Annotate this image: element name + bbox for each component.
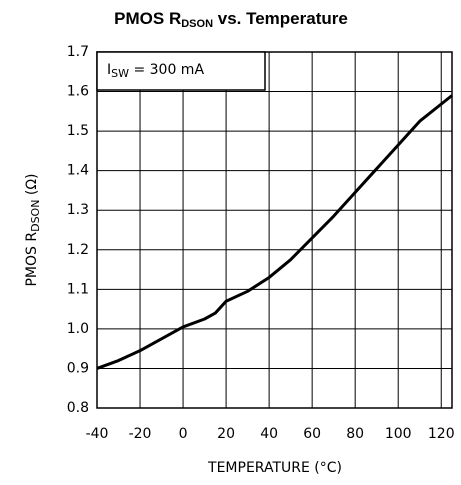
y-tick-label: 1.5: [67, 123, 89, 139]
annotation-part: I: [107, 62, 111, 78]
annotation-part: = 300 mA: [129, 62, 204, 78]
y-tick-label: 1.7: [67, 44, 89, 60]
x-tick-label: 100: [385, 426, 412, 442]
y-axis-label-part: (Ω): [24, 173, 40, 199]
chart-title-part: vs. Temperature: [213, 9, 348, 28]
x-tick-label: 120: [428, 426, 455, 442]
y-axis-label-part: PMOS R: [24, 232, 40, 287]
annotation: ISW = 300 mA: [107, 62, 204, 80]
annotation-part: SW: [111, 67, 129, 80]
annotation-box: [96, 51, 266, 91]
y-tick-label: 1.3: [67, 202, 89, 218]
chart-title-part: PMOS R: [114, 9, 181, 28]
y-tick-label: 1.4: [67, 163, 89, 179]
x-tick-label: -20: [129, 426, 152, 442]
y-tick-label: 0.9: [67, 360, 89, 376]
x-tick-label: 40: [260, 426, 278, 442]
y-axis-label-part: DSON: [29, 200, 42, 232]
chart-title-part: DSON: [181, 18, 213, 30]
x-tick-label: 60: [303, 426, 321, 442]
plot-frame: [96, 51, 453, 409]
x-tick-label: 20: [217, 426, 235, 442]
data-line: [96, 94, 453, 370]
y-axis-label: PMOS RDSON (Ω): [24, 173, 42, 286]
chart-title: PMOS RDSON vs. Temperature: [114, 9, 348, 29]
x-axis-label: TEMPERATURE (°C): [207, 460, 342, 476]
y-tick-label: 1.0: [67, 321, 89, 337]
y-tick-label: 1.1: [67, 281, 89, 297]
y-tick-label: 1.2: [67, 242, 89, 258]
y-tick-label: 1.6: [67, 84, 89, 100]
x-tick-label: -40: [86, 426, 109, 442]
x-tick-label: 80: [346, 426, 364, 442]
y-tick-label: 0.8: [67, 400, 89, 416]
x-tick-label: 0: [179, 426, 188, 442]
